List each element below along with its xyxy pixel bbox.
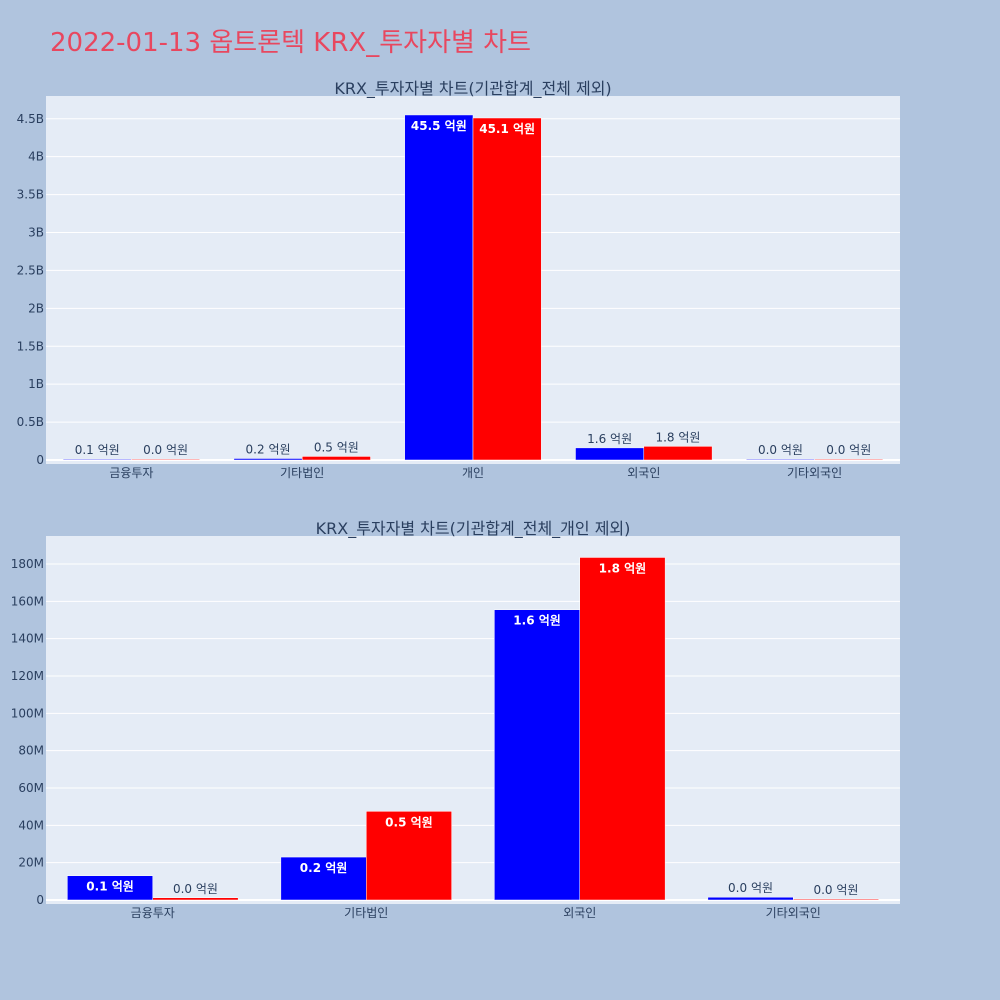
- chart-2: 0 20M 40M 60M 80M 100M 120M 140M 160M 180M KRX_투자자…: [11, 519, 900, 920]
- bar: [472, 117, 542, 461]
- bar: [62, 458, 132, 461]
- data-label: 0.0 억원: [813, 883, 858, 897]
- y-tick-label: 0.5B: [17, 415, 44, 429]
- x-tick-label: 금융투자: [131, 906, 175, 920]
- bar: [301, 456, 371, 461]
- bar: [643, 446, 713, 461]
- bar: [579, 557, 666, 901]
- y-tick-label: 4B: [28, 150, 44, 164]
- page-title: 2022-01-13 옵트론텍 KRX_투자자별 차트: [50, 28, 532, 58]
- data-label: 0.5 억원: [314, 440, 359, 454]
- data-label: 0.2 억원: [300, 861, 348, 875]
- x-tick-label: 기타법인: [344, 906, 388, 920]
- y-tick-label: 2B: [28, 301, 44, 315]
- bar: [575, 447, 645, 461]
- bar: [366, 811, 452, 901]
- bar: [233, 458, 303, 461]
- x-tick-label: 외국인: [563, 906, 596, 920]
- x-tick-label: 개인: [462, 466, 484, 480]
- data-label: 0.1 억원: [86, 880, 134, 894]
- x-tick-label: 금융투자: [109, 466, 153, 480]
- y-tick-label: 4.5B: [17, 112, 44, 126]
- y-tick-label: 0: [36, 893, 44, 907]
- y-tick-label: 3.5B: [17, 188, 44, 202]
- data-label: 0.0 억원: [173, 882, 218, 896]
- data-label: 0.0 억원: [728, 881, 773, 895]
- data-label: 1.6 억원: [513, 614, 561, 628]
- y-tick-label: 20M: [18, 856, 44, 870]
- bar: [707, 896, 794, 901]
- data-label: 0.0 억원: [826, 443, 871, 457]
- y-tick-label: 3B: [28, 226, 44, 240]
- y-tick-label: 1B: [28, 377, 44, 391]
- plot-area: [46, 536, 900, 904]
- y-tick-label: 60M: [18, 781, 44, 795]
- data-label: 0.2 억원: [246, 442, 291, 456]
- bar: [152, 897, 239, 901]
- bar: [280, 856, 367, 901]
- bar: [404, 114, 474, 461]
- bar: [67, 875, 153, 901]
- y-tick-label: 180M: [11, 557, 44, 571]
- y-tick-label: 140M: [11, 632, 44, 646]
- y-tick-label: 80M: [18, 744, 44, 758]
- y-tick-label: 100M: [11, 706, 44, 720]
- data-label: 1.8 억원: [655, 430, 700, 444]
- x-tick-label: 기타외국인: [787, 466, 842, 480]
- bar: [746, 458, 815, 461]
- bar: [814, 458, 884, 461]
- data-label: 0.0 억원: [143, 443, 188, 457]
- data-label: 0.5 억원: [385, 815, 433, 829]
- data-label: 0.0 억원: [758, 443, 803, 457]
- x-tick-label: 기타법인: [280, 466, 324, 480]
- data-label: 45.1 억원: [479, 122, 535, 136]
- y-tick-label: 120M: [11, 669, 44, 683]
- y-tick-label: 40M: [18, 818, 44, 832]
- y-tick-label: 0: [36, 453, 44, 467]
- chart-title: KRX_투자자별 차트(기관합계_전체 제외): [334, 79, 611, 99]
- y-tick-label: 2.5B: [17, 263, 44, 277]
- data-label: 1.8 억원: [599, 561, 647, 575]
- bar: [494, 609, 581, 901]
- x-tick-label: 기타외국인: [766, 906, 821, 920]
- y-tick-label: 160M: [11, 594, 44, 608]
- data-label: 45.5 억원: [411, 119, 467, 133]
- chart-1: 0 0.5B 1B 1.5B 2B 2.5B 3B 3.5B 4B 4.5B KRX_투자자별 차트…: [17, 79, 900, 480]
- bar: [793, 898, 879, 901]
- chart-title: KRX_투자자별 차트(기관합계_전체_개인 제외): [316, 519, 631, 539]
- bar: [131, 458, 200, 461]
- y-tick-label: 1.5B: [17, 339, 44, 353]
- x-tick-label: 외국인: [627, 466, 660, 480]
- data-label: 1.6 억원: [587, 432, 632, 446]
- data-label: 0.1 억원: [75, 443, 120, 457]
